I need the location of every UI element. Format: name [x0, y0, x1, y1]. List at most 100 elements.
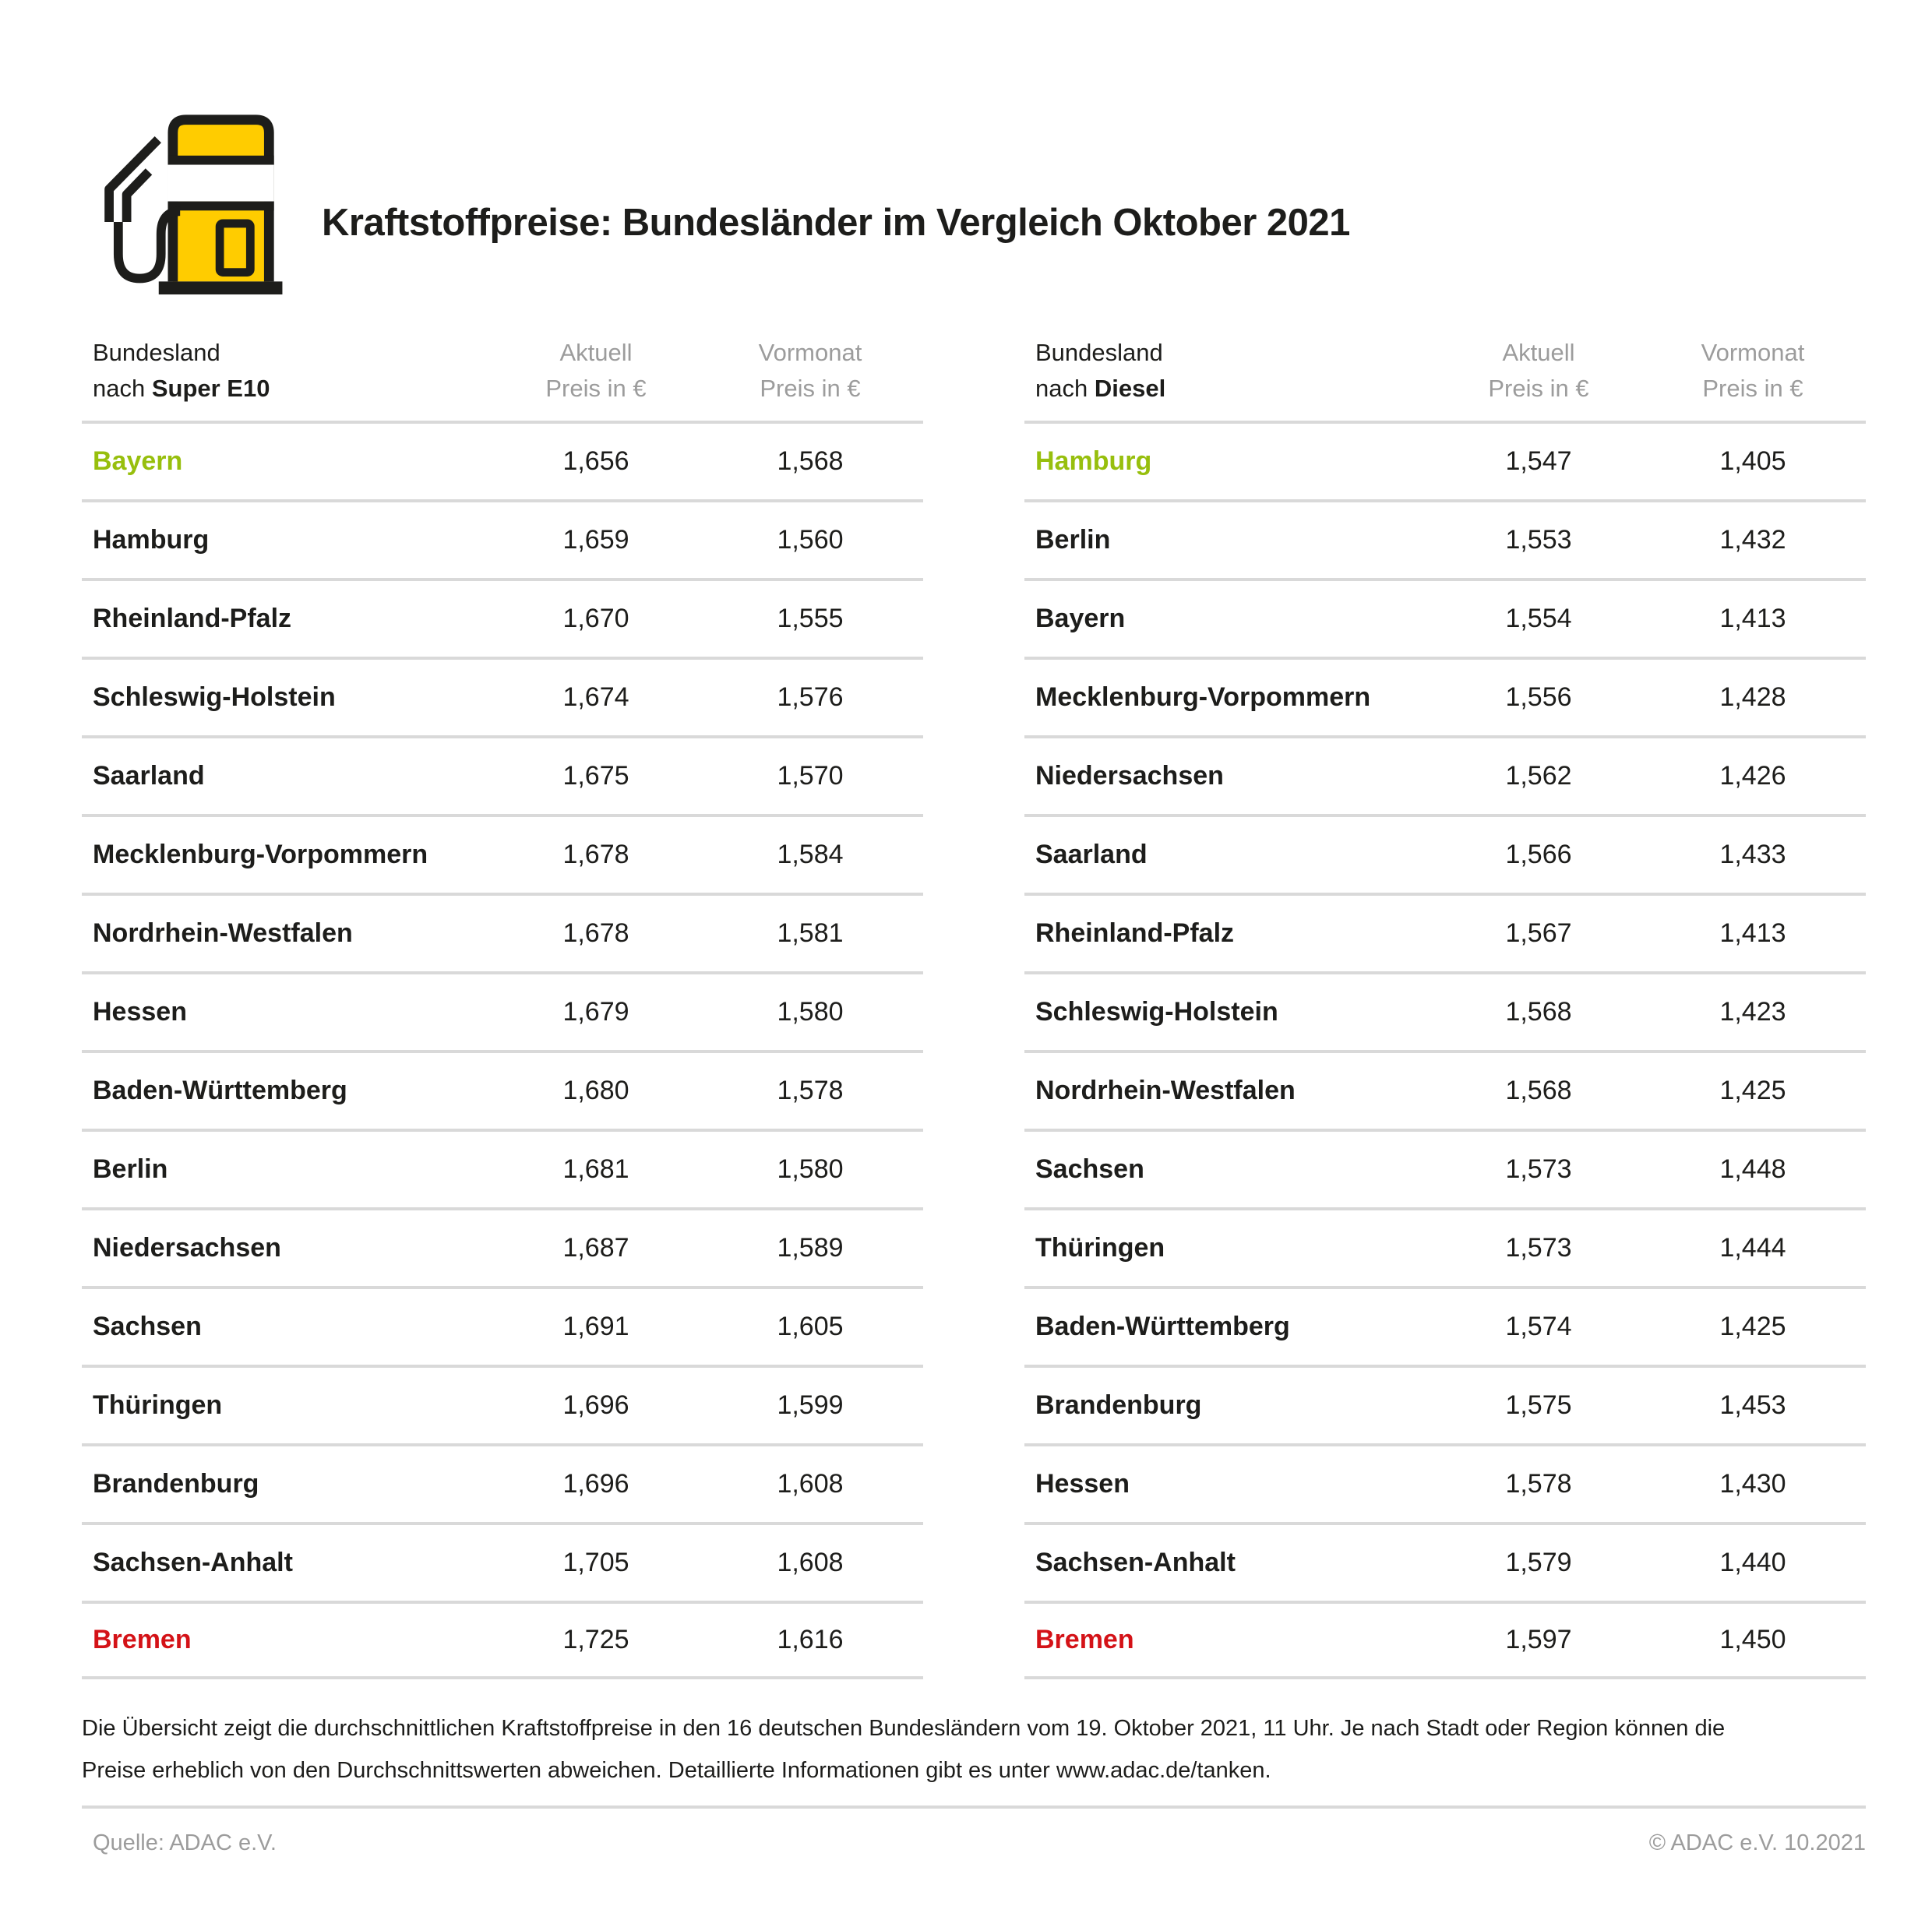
- price-vormonat: 1,555: [777, 604, 844, 633]
- table-row: Nordrhein-Westfalen 1,678 1,581: [82, 893, 923, 971]
- table-header: Bundesland nach Diesel Aktuell Preis in …: [1024, 335, 1866, 407]
- table-header: Bundesland nach Super E10 Aktuell Preis …: [82, 335, 923, 407]
- table-row: Saarland 1,566 1,433: [1024, 814, 1866, 893]
- price-aktuell: 1,678: [562, 840, 629, 869]
- price-aktuell: 1,578: [1505, 1469, 1572, 1499]
- price-aktuell: 1,680: [562, 1076, 629, 1105]
- table-row: Hamburg 1,547 1,405: [1024, 421, 1866, 499]
- state-name: Baden-Württemberg: [1035, 1312, 1290, 1341]
- state-name: Thüringen: [93, 1390, 223, 1420]
- state-name: Hamburg: [1035, 446, 1152, 476]
- price-aktuell: 1,568: [1505, 997, 1572, 1027]
- state-name: Saarland: [93, 761, 205, 791]
- price-vormonat: 1,440: [1719, 1548, 1786, 1577]
- state-name: Nordrhein-Westfalen: [1035, 1076, 1296, 1105]
- fuel-pump-icon: [82, 109, 292, 296]
- price-vormonat: 1,425: [1719, 1312, 1786, 1341]
- state-name: Niedersachsen: [93, 1233, 281, 1263]
- state-name: Berlin: [93, 1154, 168, 1184]
- state-name: Schleswig-Holstein: [1035, 997, 1278, 1027]
- table-row: Hessen 1,578 1,430: [1024, 1443, 1866, 1522]
- table-diesel: Bundesland nach Diesel Aktuell Preis in …: [1024, 335, 1866, 1679]
- table-super-e10: Bundesland nach Super E10 Aktuell Preis …: [82, 335, 923, 1679]
- price-vormonat: 1,578: [777, 1076, 844, 1105]
- state-name: Mecklenburg-Vorpommern: [93, 840, 428, 869]
- table-row: Nordrhein-Westfalen 1,568 1,425: [1024, 1050, 1866, 1129]
- state-name: Hamburg: [93, 525, 210, 555]
- price-aktuell: 1,659: [562, 525, 629, 555]
- price-vormonat: 1,413: [1719, 604, 1786, 633]
- table-row: Sachsen-Anhalt 1,579 1,440: [1024, 1522, 1866, 1601]
- table-row: Schleswig-Holstein 1,568 1,423: [1024, 971, 1866, 1050]
- copyright-note: © ADAC e.V. 10.2021: [1648, 1830, 1866, 1855]
- state-name: Rheinland-Pfalz: [93, 604, 292, 633]
- price-aktuell: 1,567: [1505, 918, 1572, 948]
- state-name: Hessen: [1035, 1469, 1130, 1499]
- price-aktuell: 1,674: [562, 682, 629, 712]
- price-vormonat: 1,405: [1719, 446, 1786, 476]
- table-row: Thüringen 1,573 1,444: [1024, 1207, 1866, 1286]
- table-row: Thüringen 1,696 1,599: [82, 1365, 923, 1443]
- price-aktuell: 1,679: [562, 997, 629, 1027]
- price-vormonat: 1,580: [777, 997, 844, 1027]
- price-aktuell: 1,678: [562, 918, 629, 948]
- price-aktuell: 1,725: [562, 1625, 629, 1654]
- fuel-type-label: Super E10: [151, 375, 270, 402]
- price-aktuell: 1,691: [562, 1312, 629, 1341]
- table-row: Bayern 1,554 1,413: [1024, 578, 1866, 657]
- price-vormonat: 1,433: [1719, 840, 1786, 869]
- state-name: Sachsen: [1035, 1154, 1144, 1184]
- price-vormonat: 1,580: [777, 1154, 844, 1184]
- price-vormonat: 1,589: [777, 1233, 844, 1263]
- state-name: Rheinland-Pfalz: [1035, 918, 1235, 948]
- table-row: Sachsen-Anhalt 1,705 1,608: [82, 1522, 923, 1601]
- column-header-bundesland: Bundesland nach Diesel: [1035, 339, 1166, 402]
- table-row: Berlin 1,553 1,432: [1024, 499, 1866, 578]
- page-title: Kraftstoffpreise: Bundesländer im Vergle…: [322, 202, 1350, 244]
- table-row: Berlin 1,681 1,580: [82, 1129, 923, 1207]
- table-body: Bayern 1,656 1,568 Hamburg 1,659 1,560 R…: [82, 421, 923, 1679]
- table-row: Bremen 1,725 1,616: [82, 1601, 923, 1679]
- state-name: Bayern: [93, 446, 183, 476]
- price-vormonat: 1,425: [1719, 1076, 1786, 1105]
- state-name: Nordrhein-Westfalen: [93, 918, 353, 948]
- state-name: Brandenburg: [93, 1469, 259, 1499]
- price-vormonat: 1,453: [1719, 1390, 1786, 1420]
- price-aktuell: 1,547: [1505, 446, 1572, 476]
- table-row: Niedersachsen 1,687 1,589: [82, 1207, 923, 1286]
- state-name: Sachsen-Anhalt: [1035, 1548, 1236, 1577]
- state-name: Bayern: [1035, 604, 1126, 633]
- table-row: Bayern 1,656 1,568: [82, 421, 923, 499]
- table-row: Saarland 1,675 1,570: [82, 735, 923, 814]
- footer-divider: [82, 1806, 1866, 1809]
- price-aktuell: 1,597: [1505, 1625, 1572, 1654]
- table-row: Sachsen 1,573 1,448: [1024, 1129, 1866, 1207]
- fuel-type-label: Diesel: [1094, 375, 1166, 402]
- header: Kraftstoffpreise: Bundesländer im Vergle…: [82, 109, 1866, 296]
- state-name: Bremen: [93, 1625, 192, 1654]
- table-row: Bremen 1,597 1,450: [1024, 1601, 1866, 1679]
- footnote-line: Die Übersicht zeigt die durchschnittlich…: [82, 1716, 1726, 1741]
- price-vormonat: 1,584: [777, 840, 844, 869]
- table-row: Schleswig-Holstein 1,674 1,576: [82, 657, 923, 735]
- table-row: Rheinland-Pfalz 1,670 1,555: [82, 578, 923, 657]
- column-header-vormonat: Vormonat Preis in €: [758, 339, 862, 402]
- price-aktuell: 1,681: [562, 1154, 629, 1184]
- state-name: Sachsen: [93, 1312, 202, 1341]
- price-vormonat: 1,413: [1719, 918, 1786, 948]
- price-aktuell: 1,670: [562, 604, 629, 633]
- price-vormonat: 1,423: [1719, 997, 1786, 1027]
- price-vormonat: 1,448: [1719, 1154, 1786, 1184]
- price-aktuell: 1,579: [1505, 1548, 1572, 1577]
- state-name: Niedersachsen: [1035, 761, 1224, 791]
- table-row: Mecklenburg-Vorpommern 1,556 1,428: [1024, 657, 1866, 735]
- price-aktuell: 1,568: [1505, 1076, 1572, 1105]
- price-vormonat: 1,428: [1719, 682, 1786, 712]
- state-name: Thüringen: [1035, 1233, 1165, 1263]
- price-aktuell: 1,574: [1505, 1312, 1572, 1341]
- price-aktuell: 1,562: [1505, 761, 1572, 791]
- price-aktuell: 1,687: [562, 1233, 629, 1263]
- footer: Quelle: ADAC e.V. © ADAC e.V. 10.2021: [82, 1830, 1866, 1856]
- price-aktuell: 1,553: [1505, 525, 1572, 555]
- footnote: Die Übersicht zeigt die durchschnittlich…: [82, 1707, 1866, 1791]
